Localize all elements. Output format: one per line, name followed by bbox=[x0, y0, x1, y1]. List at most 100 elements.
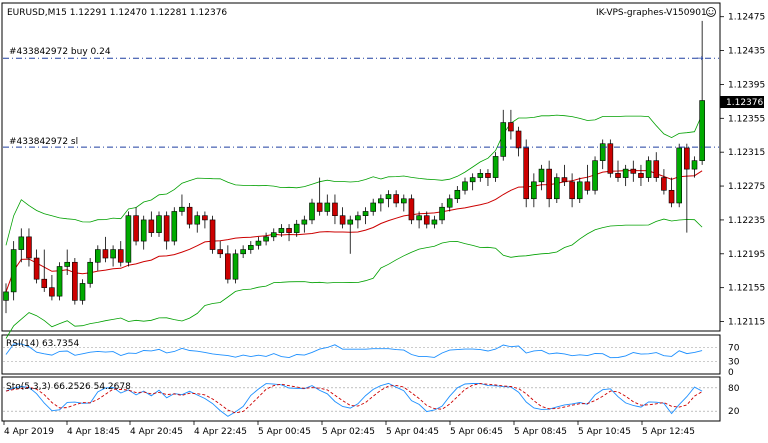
axis-layer: 1.12475 1.12435 1.12395 1.12355 1.12315 1.122… bbox=[3, 13, 765, 437]
candle-body bbox=[102, 249, 109, 259]
price-layer: → bbox=[3, 20, 719, 339]
candle-body bbox=[699, 100, 705, 161]
candle-body bbox=[385, 194, 392, 200]
candle-body bbox=[676, 147, 683, 204]
candle-body bbox=[485, 173, 491, 178]
candle-body bbox=[140, 219, 147, 242]
rsi-layer bbox=[3, 343, 719, 362]
candle-body bbox=[179, 206, 185, 212]
candle-body bbox=[531, 181, 537, 200]
candle-body bbox=[163, 215, 170, 242]
candle-body bbox=[416, 215, 422, 221]
time-axis-label: 4 Apr 18:45 bbox=[67, 427, 120, 437]
time-axis-label: 5 Apr 00:45 bbox=[258, 427, 311, 437]
candle-body bbox=[645, 160, 652, 178]
sl-order-label: #433842972 sl bbox=[9, 137, 78, 147]
candle-body bbox=[423, 215, 430, 225]
candle-body bbox=[576, 181, 583, 200]
candle-body bbox=[592, 160, 598, 191]
candle-body bbox=[278, 228, 285, 233]
candle-body bbox=[454, 189, 461, 200]
candle-body bbox=[668, 189, 675, 204]
candle-body bbox=[500, 122, 507, 157]
candle-body bbox=[599, 143, 606, 161]
candle-body bbox=[232, 253, 239, 280]
rsi-axis-label: 70 bbox=[728, 344, 740, 354]
candle-body bbox=[332, 202, 338, 216]
stoch-layer bbox=[3, 382, 719, 417]
candle-body bbox=[240, 249, 246, 255]
time-axis-label: 5 Apr 08:45 bbox=[514, 427, 567, 437]
time-axis-label: 4 Apr 20:45 bbox=[130, 427, 183, 437]
candle-body bbox=[186, 206, 193, 225]
candle-body bbox=[561, 177, 568, 183]
candle-body bbox=[10, 249, 17, 293]
candle-body bbox=[79, 283, 86, 301]
candle-body bbox=[225, 253, 231, 280]
candle-body bbox=[607, 143, 614, 174]
candle-body bbox=[446, 198, 453, 208]
candle-body bbox=[316, 202, 323, 212]
time-axis-label: 5 Apr 12:45 bbox=[642, 427, 695, 437]
candle-body bbox=[18, 236, 25, 250]
candle-body bbox=[431, 219, 438, 225]
stoch-axis-label: 80 bbox=[728, 384, 740, 394]
rsi-axis-label: 0 bbox=[728, 368, 734, 378]
time-axis-label: 5 Apr 04:45 bbox=[386, 427, 439, 437]
candle-body bbox=[347, 219, 354, 225]
candle-body bbox=[370, 202, 377, 212]
candle-body bbox=[355, 215, 361, 221]
candle-body bbox=[202, 215, 208, 221]
time-axis-label: 5 Apr 02:45 bbox=[322, 427, 375, 437]
candle-body bbox=[523, 147, 530, 200]
candle-body bbox=[286, 228, 292, 233]
price-axis-label: 1.12315 bbox=[728, 148, 765, 158]
stoch-panel[interactable] bbox=[1, 376, 721, 422]
time-axis-label: 4 Apr 2019 bbox=[4, 427, 54, 437]
stoch-signal-line bbox=[5, 383, 703, 414]
bollinger-lower-line bbox=[5, 218, 703, 339]
candle-body bbox=[125, 215, 132, 263]
price-axis-label: 1.12235 bbox=[728, 216, 765, 226]
price-axis-label: 1.12475 bbox=[728, 13, 765, 23]
candle-body bbox=[133, 215, 139, 242]
candle-body bbox=[263, 236, 269, 242]
time-axis-label: 5 Apr 06:45 bbox=[450, 427, 503, 437]
candle-body bbox=[117, 249, 124, 263]
rsi-line bbox=[5, 343, 703, 359]
rsi-label: RSI(14) 63.7354 bbox=[6, 339, 79, 349]
candle-body bbox=[622, 168, 629, 178]
price-panel[interactable] bbox=[1, 2, 721, 332]
candle-body bbox=[26, 236, 32, 259]
candle-body bbox=[301, 219, 308, 225]
current-price-tag bbox=[720, 96, 764, 108]
price-axis-label: 1.12395 bbox=[728, 80, 765, 90]
candle-body bbox=[538, 168, 545, 183]
candle-body bbox=[255, 240, 262, 246]
time-axis-label: 4 Apr 22:45 bbox=[194, 427, 247, 437]
candle-body bbox=[194, 215, 201, 225]
price-axis-label: 1.12435 bbox=[728, 47, 765, 57]
candle-body bbox=[49, 287, 55, 297]
candle-body bbox=[584, 181, 591, 191]
candle-body bbox=[339, 215, 346, 225]
candle-body bbox=[691, 160, 698, 170]
candle-body bbox=[661, 177, 667, 191]
candle-body bbox=[569, 181, 575, 200]
candle-body bbox=[515, 130, 522, 149]
candle-body bbox=[33, 257, 40, 280]
candle-body bbox=[362, 211, 369, 216]
buy-order-label: #433842972 buy 0.24 bbox=[9, 47, 111, 57]
current-price-label: 1.12376 bbox=[726, 98, 763, 108]
price-axis-label: 1.12355 bbox=[728, 114, 765, 124]
candle-body bbox=[87, 261, 93, 284]
candle-body bbox=[477, 173, 484, 178]
candle-body bbox=[393, 194, 399, 204]
price-axis-label: 1.12115 bbox=[728, 318, 765, 328]
rsi-axis-label: 30 bbox=[728, 358, 740, 368]
rsi-panel[interactable] bbox=[1, 334, 721, 375]
candle-body bbox=[217, 249, 223, 255]
candle-body bbox=[462, 181, 468, 191]
